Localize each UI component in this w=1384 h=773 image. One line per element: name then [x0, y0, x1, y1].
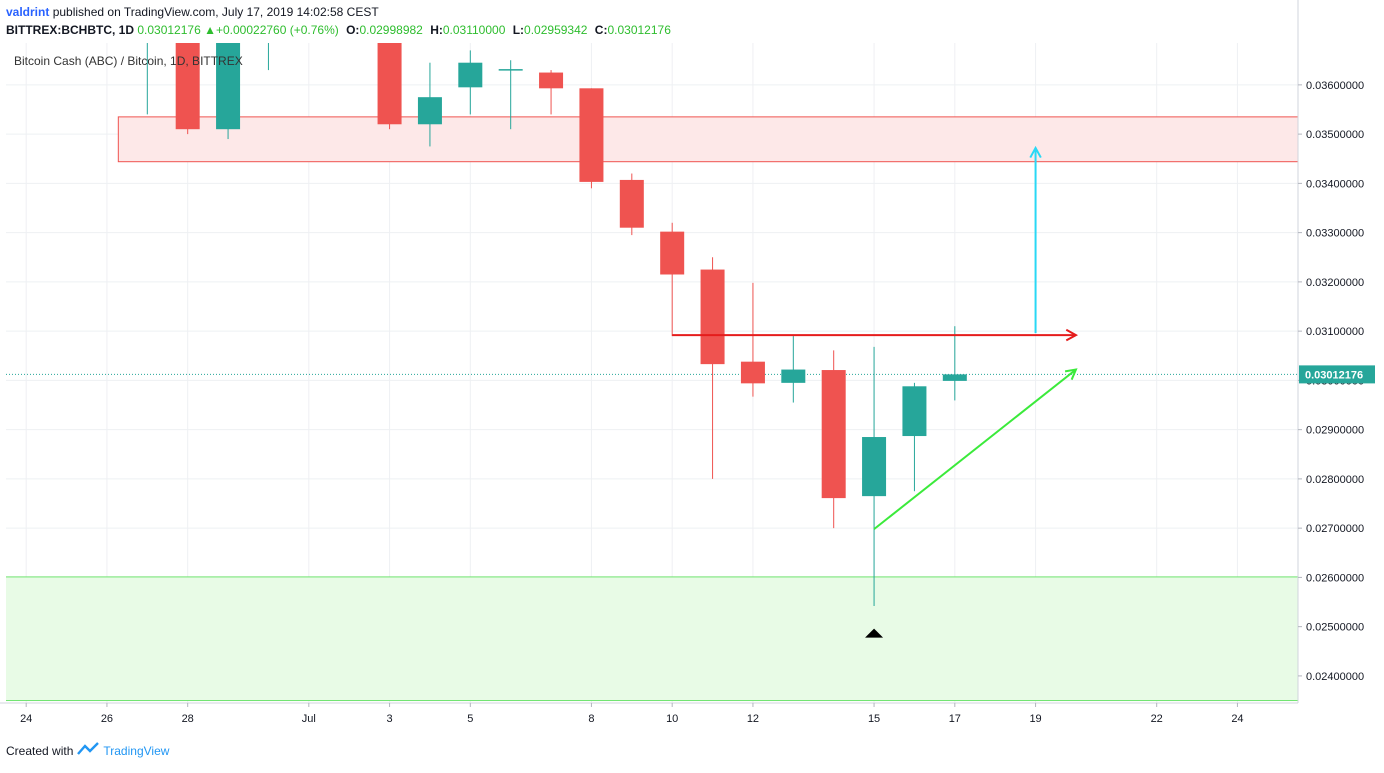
symbol-label: BITTREX:BCHBTC, 1D — [6, 23, 134, 37]
time-tick-label: 19 — [1029, 713, 1041, 725]
price-tick-label: 0.03400000 — [1306, 178, 1364, 190]
price-tick-label: 0.02900000 — [1306, 425, 1364, 437]
price-tick-label: 0.03600000 — [1306, 80, 1364, 92]
candle-body — [700, 269, 725, 365]
last-price: 0.03012176 — [137, 23, 201, 37]
price-change: +0.00022760 (+0.76%) — [215, 23, 339, 37]
close-value: 0.03012176 — [607, 23, 671, 37]
price-tick-label: 0.03200000 — [1306, 277, 1364, 289]
time-tick-label: 12 — [747, 713, 759, 725]
resistance-zone — [117, 116, 1298, 163]
change-up-icon: ▲ — [204, 23, 216, 37]
candle-body — [216, 43, 241, 130]
candle-body — [498, 69, 523, 71]
author-name[interactable]: valdrint — [6, 5, 50, 19]
candle-body — [740, 361, 765, 384]
triangle-marker-icon — [865, 628, 884, 638]
candle-body — [862, 437, 887, 497]
publish-line: valdrint published on TradingView.com, J… — [6, 4, 671, 22]
low-label: L: — [512, 23, 525, 37]
time-tick-label: 24 — [20, 713, 32, 725]
publish-info: published on TradingView.com, July 17, 2… — [52, 5, 379, 19]
footer: Created with TradingView — [6, 742, 169, 759]
tradingview-logo-icon[interactable] — [77, 742, 100, 759]
close-label: C: — [594, 23, 608, 37]
support-zone — [6, 576, 1298, 702]
created-with-label: Created with — [6, 743, 74, 758]
time-tick-label: 24 — [1231, 713, 1243, 725]
green-arrow-line — [873, 368, 1077, 530]
time-tick-label: 22 — [1151, 713, 1163, 725]
price-tick-label: 0.02800000 — [1306, 474, 1364, 486]
time-tick-label: 3 — [387, 713, 393, 725]
red-arrow-head — [1065, 328, 1079, 342]
tradingview-brand-link[interactable]: TradingView — [103, 743, 170, 758]
candle-body — [902, 386, 927, 437]
time-tick-label: Jul — [302, 713, 316, 725]
last-price-tag-label: 0.03012176 — [1305, 369, 1363, 381]
candle-body — [539, 72, 564, 89]
price-tick-label: 0.03500000 — [1306, 129, 1364, 141]
time-tick-label: 17 — [949, 713, 961, 725]
candle-body — [417, 97, 442, 125]
candle-body — [942, 374, 967, 381]
candle-body — [458, 62, 483, 88]
candle-body — [256, 41, 280, 43]
price-tick-label: 0.02500000 — [1306, 622, 1364, 634]
price-tick-label: 0.02400000 — [1306, 671, 1364, 683]
time-tick-label: 10 — [666, 713, 678, 725]
cyan-arrow-head — [1029, 145, 1042, 159]
open-value: 0.02998982 — [359, 23, 423, 37]
low-value: 0.02959342 — [524, 23, 588, 37]
time-tick-label: 8 — [588, 713, 594, 725]
price-tick-label: 0.03100000 — [1306, 326, 1364, 338]
last-price-tag — [1299, 365, 1375, 384]
candle-body — [781, 369, 806, 383]
price-tick-label: 0.02600000 — [1306, 572, 1364, 584]
chart-header: valdrint published on TradingView.com, J… — [6, 4, 671, 40]
price-tick-label: 0.02700000 — [1306, 523, 1364, 535]
time-tick-label: 5 — [467, 713, 473, 725]
green-arrow-head — [1064, 368, 1078, 381]
price-tick-label: 0.03300000 — [1306, 228, 1364, 240]
candle-body — [619, 179, 644, 228]
candle-body — [175, 43, 200, 130]
candle-body — [660, 231, 685, 275]
plot-area — [6, 41, 1298, 702]
open-label: O: — [346, 23, 360, 37]
candle-body — [579, 88, 604, 182]
ohlc-line: BITTREX:BCHBTC, 1D 0.03012176 ▲+0.000227… — [6, 22, 671, 40]
candle-body — [821, 370, 846, 499]
high-value: 0.03110000 — [442, 23, 506, 37]
time-tick-label: 26 — [101, 713, 113, 725]
chart-legend-title: Bitcoin Cash (ABC) / Bitcoin, 1D, BITTRE… — [14, 54, 243, 68]
time-tick-label: 15 — [868, 713, 880, 725]
time-tick-label: 28 — [182, 713, 194, 725]
high-label: H: — [430, 23, 443, 37]
candle-body — [377, 43, 402, 125]
